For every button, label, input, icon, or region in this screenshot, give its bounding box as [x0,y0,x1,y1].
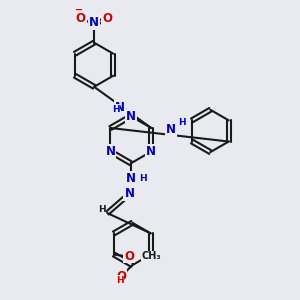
Text: O: O [76,12,86,25]
Text: N: N [166,123,176,136]
Text: N: N [126,172,136,185]
Text: CH₃: CH₃ [142,251,161,261]
Text: O: O [102,12,112,25]
Text: N: N [124,188,134,200]
Text: H: H [98,205,106,214]
Text: N: N [115,101,125,114]
Text: +: + [100,12,107,21]
Text: N: N [106,145,116,158]
Text: H: H [112,105,120,114]
Text: −: − [75,5,83,15]
Text: N: N [89,16,99,29]
Text: N: N [146,145,156,158]
Text: O: O [116,270,126,283]
Text: H: H [139,174,147,183]
Text: N: N [126,110,136,123]
Text: H: H [116,276,124,285]
Text: O: O [124,250,134,262]
Text: H: H [178,118,185,127]
